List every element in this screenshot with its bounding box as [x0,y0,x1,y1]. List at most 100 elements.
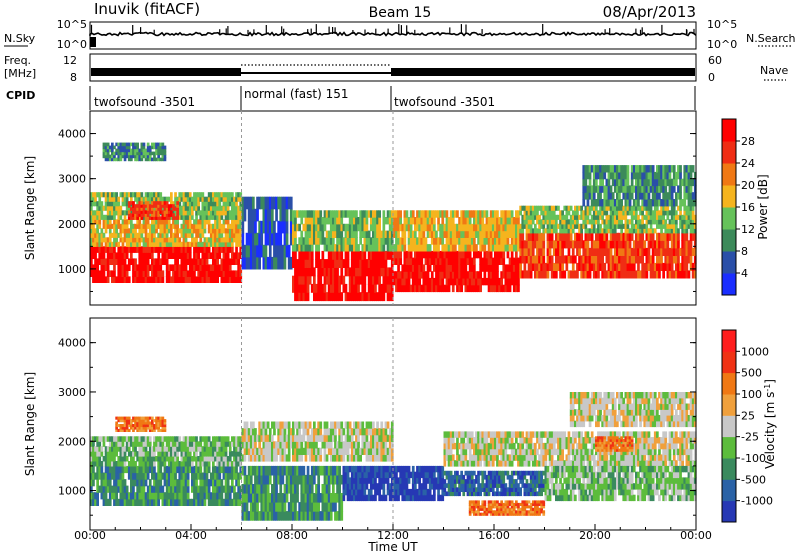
power-cell [595,165,598,173]
power-cell [115,196,118,202]
power-cell [584,219,588,225]
power-cell [649,223,653,229]
velocity-cell [285,484,289,494]
power-cell [601,210,604,216]
power-cell [529,262,533,271]
power-cell [552,270,556,279]
power-cell [416,284,419,293]
power-cell [651,247,655,256]
power-cell [117,151,121,156]
power-cell [224,246,228,253]
power-cell [321,223,325,232]
power-cell [430,210,434,218]
power-cell [161,246,165,253]
power-cell [163,219,167,225]
power-cell [357,267,360,277]
power-cell [117,232,121,238]
power-cell [96,258,99,265]
power-cell [127,232,131,238]
power-cell [92,276,95,283]
power-cell [321,217,325,225]
power-cell [140,264,144,271]
power-cell [660,210,663,216]
power-cell [603,223,607,229]
power-cell [483,277,487,286]
power-cell [338,210,341,218]
power-cell [498,230,501,238]
power-cell [121,196,125,202]
power-heatmap [90,142,697,302]
velocity-cell [224,498,228,506]
power-cell [136,213,139,217]
power-cell [449,250,453,259]
power-cell [161,196,165,202]
velocity-cell [188,436,192,442]
power-cell [186,192,190,198]
velocity-cell [113,446,116,452]
power-cell [100,205,104,211]
power-cell [201,210,205,216]
velocity-cell [155,416,158,420]
power-cell [635,192,638,200]
power-cell [136,148,139,153]
power-cell [645,214,649,220]
power-cell [313,217,316,225]
power-cell [222,237,226,243]
power-cell [411,264,415,272]
power-cell [529,270,533,279]
power-cell [186,205,190,211]
power-cell [142,264,146,271]
power-cell [605,228,609,234]
velocity-cell [115,416,118,420]
power-cell [214,232,217,238]
power-cell [599,192,602,200]
power-cell [153,213,156,217]
power-cell [595,219,598,225]
velocity-cell [283,511,287,521]
power-cell [159,148,163,153]
freq-band-segment-3 [391,68,695,76]
power-cell [138,232,142,238]
velocity-cell [237,492,240,500]
velocity-cell [172,479,175,487]
power-cell [416,257,419,265]
velocity-cell [153,485,156,493]
power-cell [447,257,451,265]
power-cell [313,223,316,232]
power-cell [180,258,184,265]
velocity-cell [216,456,219,462]
power-cell [420,284,424,293]
power-cell [435,271,438,279]
power-cell [595,228,598,234]
power-cell [108,237,112,243]
power-cell [102,145,106,150]
velocity-cell [146,451,150,457]
power-cell [121,237,125,243]
power-cell [174,210,177,216]
power-cell [675,270,678,279]
power-cell [170,205,173,211]
velocity-cell [127,472,131,480]
power-cell [172,223,175,229]
power-cell [113,246,116,253]
power-cell [132,151,135,156]
velocity-cell [163,446,167,452]
power-cell [428,277,432,286]
power-cell [374,292,377,302]
power-cell [344,244,348,252]
power-cell [574,205,577,211]
power-cell [367,210,371,218]
power-cell [231,223,234,229]
velocity-cell [184,446,188,452]
power-cell [369,223,373,232]
power-cell [245,232,249,246]
power-cell [329,259,333,268]
power-cell [437,264,440,272]
power-cell [226,276,230,283]
power-cell [216,232,219,238]
power-cell [639,255,642,264]
power-cell [601,205,604,211]
velocity-cell [220,446,224,452]
power-band-1 [90,219,243,247]
power-cell [683,228,687,234]
